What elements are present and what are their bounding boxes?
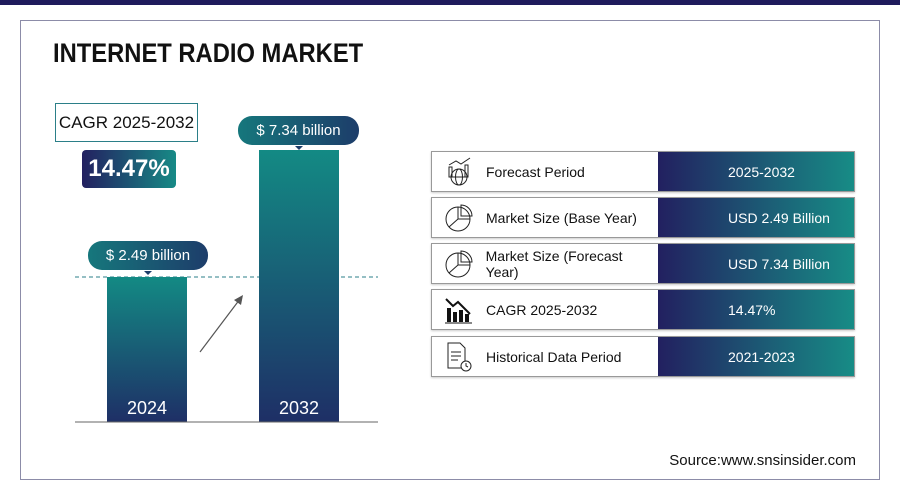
top-bar <box>0 0 900 5</box>
page-title: INTERNET RADIO MARKET <box>53 38 364 68</box>
data-label: $ 2.49 billion <box>88 241 208 275</box>
source-text: Source:www.snsinsider.com <box>669 452 856 469</box>
row-label: Market Size (Forecast Year) <box>485 247 623 280</box>
document-clock-icon <box>432 342 486 372</box>
pie-chart-icon <box>432 249 486 279</box>
row-value: USD 2.49 Billion <box>658 198 854 237</box>
cagr-value: 14.47% <box>82 150 176 188</box>
chart-globe-icon <box>432 157 486 187</box>
table-row: Market Size (Forecast Year) USD 7.34 Bill… <box>431 243 855 284</box>
x-tick-label: 2024 <box>126 398 168 418</box>
row-label: Historical Data Period <box>486 348 622 365</box>
row-value: 14.47% <box>658 290 854 329</box>
bar-2032 <box>259 150 339 422</box>
table-row: CAGR 2025-2032 14.47% <box>431 289 855 330</box>
row-label: Forecast Period <box>486 163 585 180</box>
x-tick-label: 2032 <box>278 398 320 418</box>
data-label: $ 7.34 billion <box>238 116 359 150</box>
pie-chart-icon <box>432 203 486 233</box>
table-row: Historical Data Period 2021-2023 <box>431 336 855 377</box>
growth-arrow <box>199 298 241 353</box>
frame <box>20 20 880 480</box>
row-label: Market Size (Base Year) <box>486 209 637 226</box>
row-value: USD 7.34 Billion <box>658 244 854 283</box>
cagr-label: CAGR 2025-2032 <box>55 103 198 142</box>
table-row: Market Size (Base Year) USD 2.49 Billion <box>431 197 855 238</box>
row-value: 2025-2032 <box>658 152 854 191</box>
arrow-head-icon <box>234 295 243 305</box>
bar-chart-decline-icon <box>432 296 486 324</box>
bar-2024 <box>107 277 187 422</box>
table-row: Forecast Period 2025-2032 <box>431 151 855 192</box>
row-value: 2021-2023 <box>658 337 854 376</box>
row-label: CAGR 2025-2032 <box>486 301 598 318</box>
